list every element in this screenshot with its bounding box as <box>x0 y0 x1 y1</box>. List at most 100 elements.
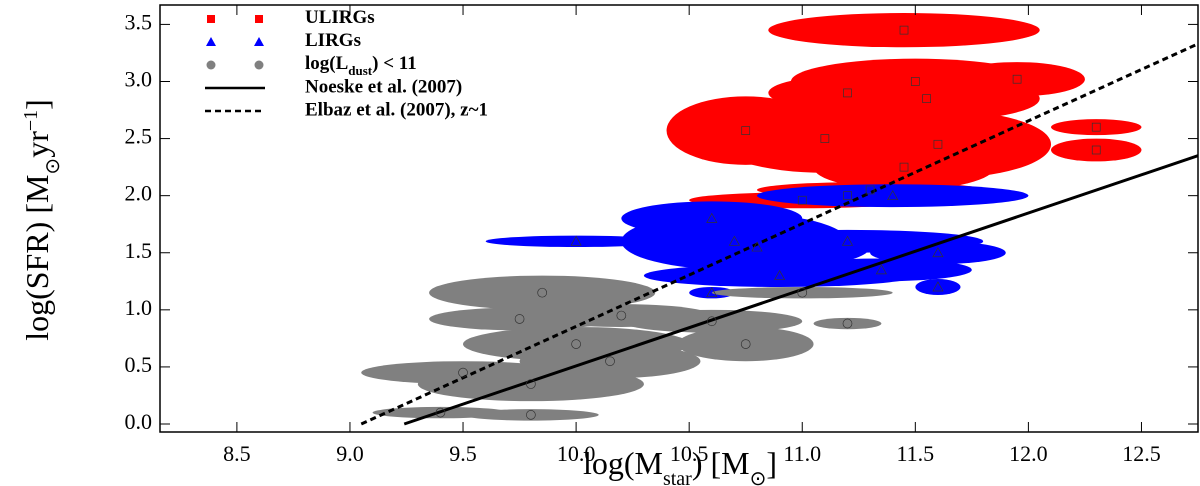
trend-line <box>403 154 1198 426</box>
x-axis-label: log(Mstar) [M⊙] <box>583 445 777 486</box>
legend-label: ULIRGs <box>305 7 375 28</box>
y-tick-label: 3.5 <box>125 9 153 34</box>
error-ellipse <box>813 317 882 330</box>
error-ellipse <box>915 279 961 295</box>
error-ellipse <box>519 344 701 379</box>
y-axis-label-part: yr <box>19 131 55 158</box>
marker <box>797 195 807 205</box>
x-tick-label: 12.5 <box>1122 441 1161 466</box>
marker <box>537 287 548 298</box>
marker <box>1091 145 1101 155</box>
marker <box>740 339 751 349</box>
y-tick-label: 1.0 <box>125 295 153 320</box>
marker <box>910 77 920 86</box>
legend-label: LIRGs <box>305 30 361 51</box>
error-ellipse <box>870 241 1006 265</box>
error-ellipse <box>813 144 995 190</box>
marker <box>842 318 853 329</box>
marker <box>571 339 581 349</box>
marker <box>865 185 875 195</box>
x-axis-label-part: star <box>663 468 692 486</box>
x-tick-label: 9.0 <box>336 441 364 466</box>
error-ellipse <box>790 258 972 282</box>
y-tick-label: 0.0 <box>125 409 153 434</box>
y-tick-label: 2.5 <box>125 124 153 149</box>
error-ellipse <box>677 326 814 362</box>
legend-marker <box>206 37 216 46</box>
legend-label-part: dust <box>348 63 373 78</box>
y-tick-label: 0.5 <box>125 352 153 377</box>
error-ellipse <box>711 287 893 299</box>
marker <box>797 287 808 298</box>
error-ellipse <box>949 62 1085 97</box>
legend-label-part: ULIRGs <box>305 7 375 28</box>
marker <box>514 314 525 324</box>
x-tick-label: 12.0 <box>1009 441 1048 466</box>
error-ellipse <box>485 235 667 248</box>
marker <box>605 356 615 367</box>
legend-label: Elbaz et al. (2007), z~1 <box>305 99 488 120</box>
x-axis-label-part: ) [M <box>692 445 750 481</box>
legend-label: log(Ldust) < 11 <box>305 53 417 78</box>
marker <box>922 94 931 103</box>
marker <box>741 126 751 135</box>
plot-area <box>360 12 1198 426</box>
y-tick-label: 3.0 <box>125 67 153 92</box>
marker <box>820 134 830 143</box>
marker <box>932 281 944 292</box>
marker <box>875 264 887 275</box>
marker <box>706 316 717 327</box>
y-axis-label-part: log(SFR) [M <box>19 175 55 341</box>
error-ellipse <box>768 12 1040 48</box>
marker <box>706 212 718 223</box>
error-ellipse <box>1051 119 1142 136</box>
x-tick-label: 8.5 <box>223 441 251 466</box>
marker <box>570 235 582 246</box>
legend-label-part: ) < 11 <box>372 53 417 74</box>
marker <box>1091 122 1101 132</box>
x-tick-label: 9.5 <box>449 441 477 466</box>
marker <box>843 88 852 98</box>
y-axis-label-part: ] <box>19 99 55 110</box>
marker <box>706 286 718 298</box>
marker <box>932 247 944 258</box>
error-ellipse <box>429 275 656 310</box>
marker <box>751 241 763 252</box>
error-ellipse <box>768 75 927 111</box>
marker <box>774 269 786 280</box>
x-tick-label: 11.0 <box>783 441 821 466</box>
marker <box>435 407 446 418</box>
legend-marker <box>254 60 264 70</box>
legend-label-part: log(L <box>305 53 348 74</box>
trend-line <box>360 42 1198 426</box>
legend-label: Noeske et al. (2007) <box>305 76 462 97</box>
marker <box>458 367 468 378</box>
error-ellipse <box>643 224 871 270</box>
plot-frame <box>159 4 1199 433</box>
y-axis-label: log(SFR) [M⊙yr−1] <box>19 99 64 341</box>
y-tick-label: 1.5 <box>125 238 153 263</box>
marker <box>899 162 909 172</box>
marker <box>899 25 909 35</box>
marker <box>887 189 899 201</box>
legend-marker <box>254 37 264 46</box>
x-tick-label: 11.5 <box>896 441 934 466</box>
marker <box>933 139 943 149</box>
error-ellipse <box>1051 138 1142 162</box>
marker <box>843 191 852 201</box>
marker <box>728 235 740 246</box>
y-axis-label-part: −1 <box>20 110 42 131</box>
x-tick-label: 10.5 <box>670 441 709 466</box>
x-axis-label-part: ] <box>766 445 777 481</box>
x-tick-label: 10.0 <box>557 441 596 466</box>
error-ellipse <box>757 184 1029 208</box>
legend-marker <box>206 60 216 70</box>
y-tick-label: 2.0 <box>125 181 153 206</box>
legend-marker <box>207 15 215 23</box>
marker <box>616 310 627 321</box>
y-axis-label-part: ⊙ <box>42 158 64 175</box>
marker <box>526 379 536 389</box>
marker <box>841 235 854 246</box>
